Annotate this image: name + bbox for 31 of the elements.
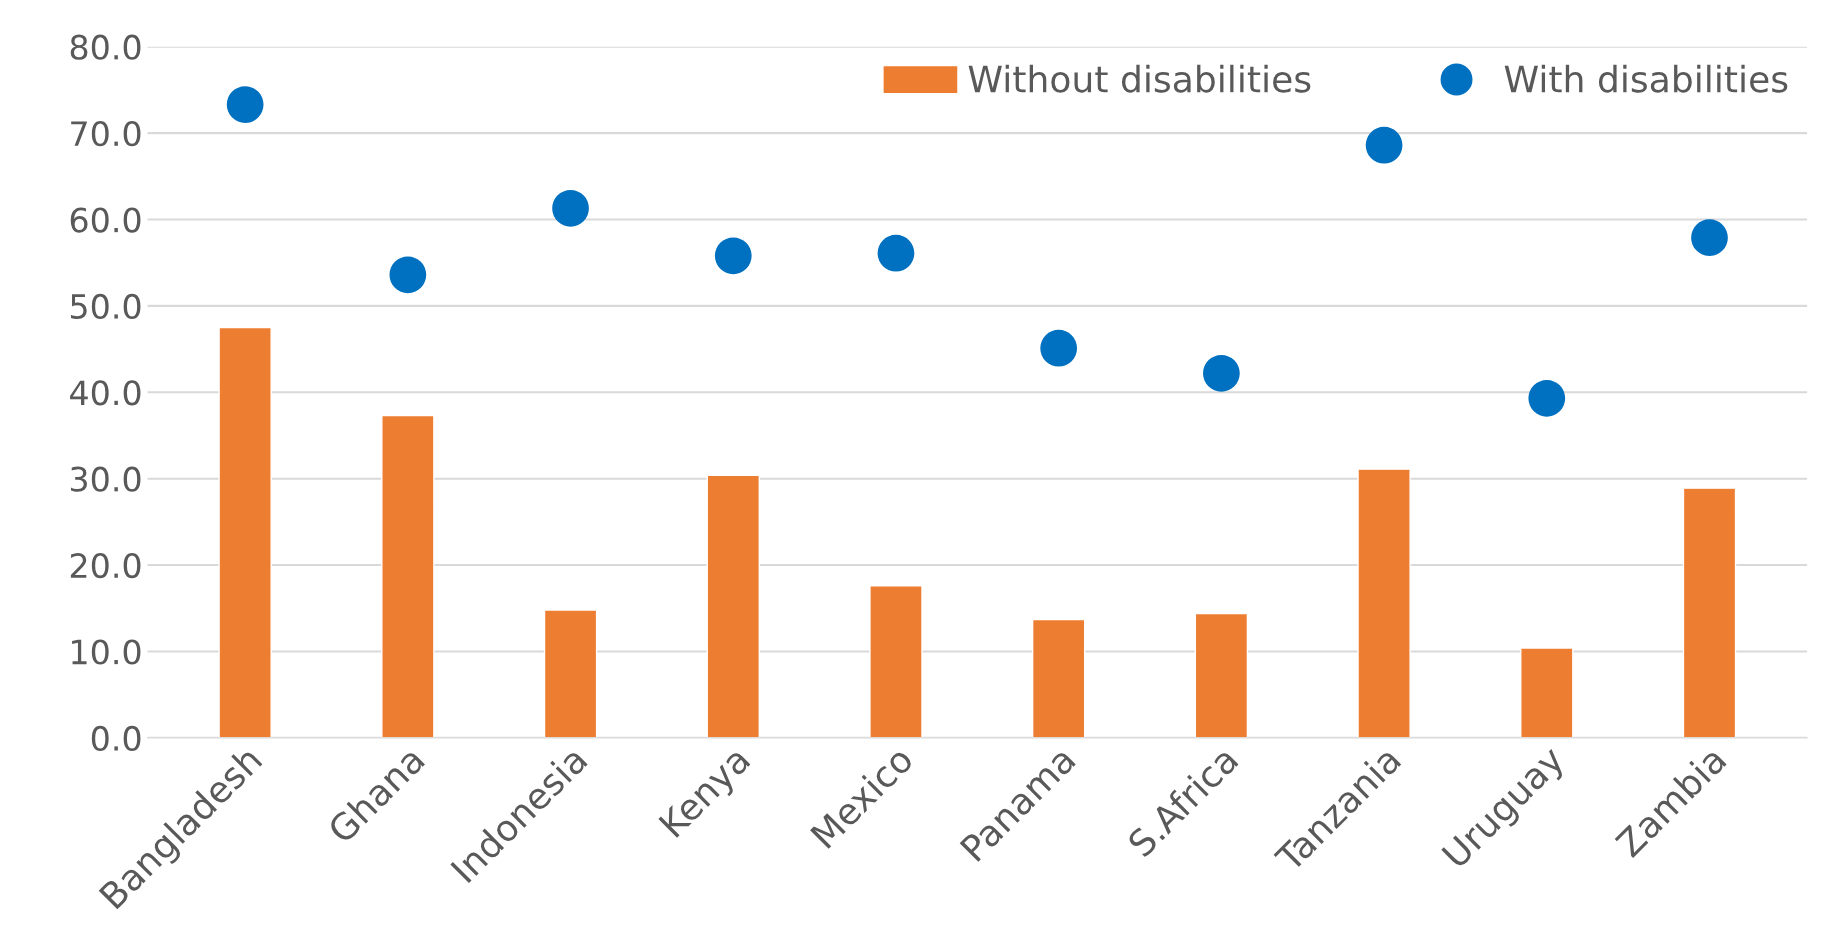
legend-label: Without disabilities (968, 64, 1311, 93)
bar (706, 474, 760, 738)
point (1691, 219, 1728, 257)
bar (1682, 487, 1737, 738)
point (877, 234, 915, 272)
y-tick-label: 70.0 (71, 121, 141, 147)
point (552, 189, 589, 227)
bar (869, 585, 923, 738)
bar (1520, 647, 1574, 738)
y-tick-label: 0.0 (91, 725, 141, 751)
point (389, 256, 427, 294)
point (1365, 126, 1403, 164)
point (226, 86, 264, 123)
y-tick-label: 10.0 (72, 639, 141, 665)
bar (1194, 612, 1249, 738)
point (1040, 329, 1078, 367)
point (1528, 379, 1566, 417)
point (714, 237, 752, 275)
y-tick-label: 20.0 (70, 552, 141, 579)
bar (1031, 618, 1086, 738)
y-tick-label: 60.0 (70, 207, 141, 233)
point (1203, 354, 1240, 392)
y-tick-label: 50.0 (71, 293, 141, 320)
legend-label: With disabilities (1504, 64, 1788, 93)
bar (218, 326, 272, 738)
bar (543, 609, 598, 738)
y-tick-label: 40.0 (70, 380, 141, 406)
bar (1357, 468, 1411, 738)
bar (381, 414, 435, 738)
y-tick-label: 30.0 (70, 466, 141, 492)
y-tick-label: 80.0 (70, 34, 141, 60)
